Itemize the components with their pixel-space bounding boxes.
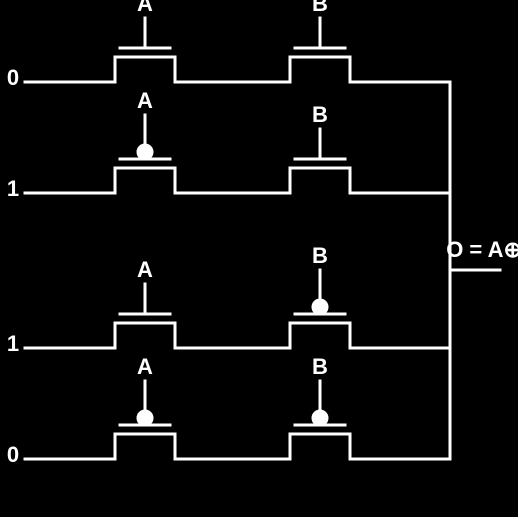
row0-tB-label: B — [312, 0, 328, 17]
rail-value-3: 0 — [7, 442, 19, 468]
row1-tA-label: A — [137, 88, 153, 114]
row0-tA-label: A — [137, 0, 153, 17]
row2-tB-label: B — [312, 243, 328, 269]
row3-tA-label: A — [137, 354, 153, 380]
row2-tA-label: A — [137, 257, 153, 283]
output-label: O = A⊕B — [446, 237, 518, 263]
row1-tB-label: B — [312, 102, 328, 128]
row3-tB-label: B — [312, 354, 328, 380]
rail-value-0: 0 — [7, 65, 19, 91]
rail-value-1: 1 — [7, 176, 19, 202]
rail-value-2: 1 — [7, 331, 19, 357]
